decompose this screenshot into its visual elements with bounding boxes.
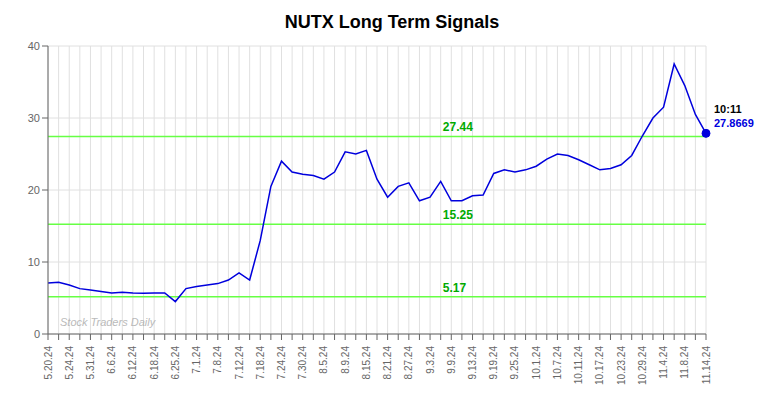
svg-text:7.8.24: 7.8.24: [212, 346, 223, 374]
svg-text:10:11: 10:11: [714, 103, 742, 115]
svg-text:6.6.24: 6.6.24: [106, 346, 117, 374]
svg-text:6.12.24: 6.12.24: [127, 346, 138, 380]
svg-text:9.3.24: 9.3.24: [425, 346, 436, 374]
svg-text:8.5.24: 8.5.24: [318, 346, 329, 374]
html-text:Stock Traders Daily: Stock Traders Daily: [60, 316, 156, 328]
svg-text:7.18.24: 7.18.24: [255, 346, 266, 380]
svg-text:0: 0: [34, 328, 40, 340]
svg-text:10.23.24: 10.23.24: [616, 346, 627, 385]
svg-text:10.7.24: 10.7.24: [552, 346, 563, 380]
svg-text:10: 10: [28, 256, 40, 268]
svg-text:5.24.24: 5.24.24: [64, 346, 75, 380]
svg-text:5.20.24: 5.20.24: [43, 346, 54, 380]
svg-text:9.19.24: 9.19.24: [488, 346, 499, 380]
svg-text:9.13.24: 9.13.24: [467, 346, 478, 380]
svg-text:9.25.24: 9.25.24: [509, 346, 520, 380]
svg-text:10.29.24: 10.29.24: [637, 346, 648, 385]
svg-text:8.9.24: 8.9.24: [340, 346, 351, 374]
svg-text:7.1.24: 7.1.24: [191, 346, 202, 374]
svg-text:27.8669: 27.8669: [714, 117, 754, 129]
svg-text:27.44: 27.44: [443, 120, 473, 134]
svg-text:5.31.24: 5.31.24: [85, 346, 96, 380]
svg-text:30: 30: [28, 112, 40, 124]
html-text:NUTX Long Term Signals: NUTX Long Term Signals: [284, 12, 500, 32]
svg-text:5.17: 5.17: [443, 281, 467, 295]
svg-text:11.4.24: 11.4.24: [658, 346, 669, 379]
svg-text:8.15.24: 8.15.24: [361, 346, 372, 380]
svg-text:15.25: 15.25: [443, 208, 473, 222]
svg-text:7.12.24: 7.12.24: [234, 346, 245, 380]
svg-text:11.14.24: 11.14.24: [701, 346, 712, 385]
svg-text:8.21.24: 8.21.24: [382, 346, 393, 380]
svg-text:6.25.24: 6.25.24: [170, 346, 181, 380]
svg-text:7.24.24: 7.24.24: [276, 346, 287, 380]
svg-text:6.18.24: 6.18.24: [149, 346, 160, 380]
svg-text:10.1.24: 10.1.24: [531, 346, 542, 380]
svg-text:20: 20: [28, 184, 40, 196]
svg-text:11.8.24: 11.8.24: [679, 346, 690, 379]
svg-text:9.9.24: 9.9.24: [446, 346, 457, 374]
svg-text:10.17.24: 10.17.24: [594, 346, 605, 385]
svg-text:40: 40: [28, 40, 40, 52]
svg-text:10.11.24: 10.11.24: [573, 346, 584, 385]
svg-text:7.30.24: 7.30.24: [297, 346, 308, 380]
svg-text:8.27.24: 8.27.24: [403, 346, 414, 380]
